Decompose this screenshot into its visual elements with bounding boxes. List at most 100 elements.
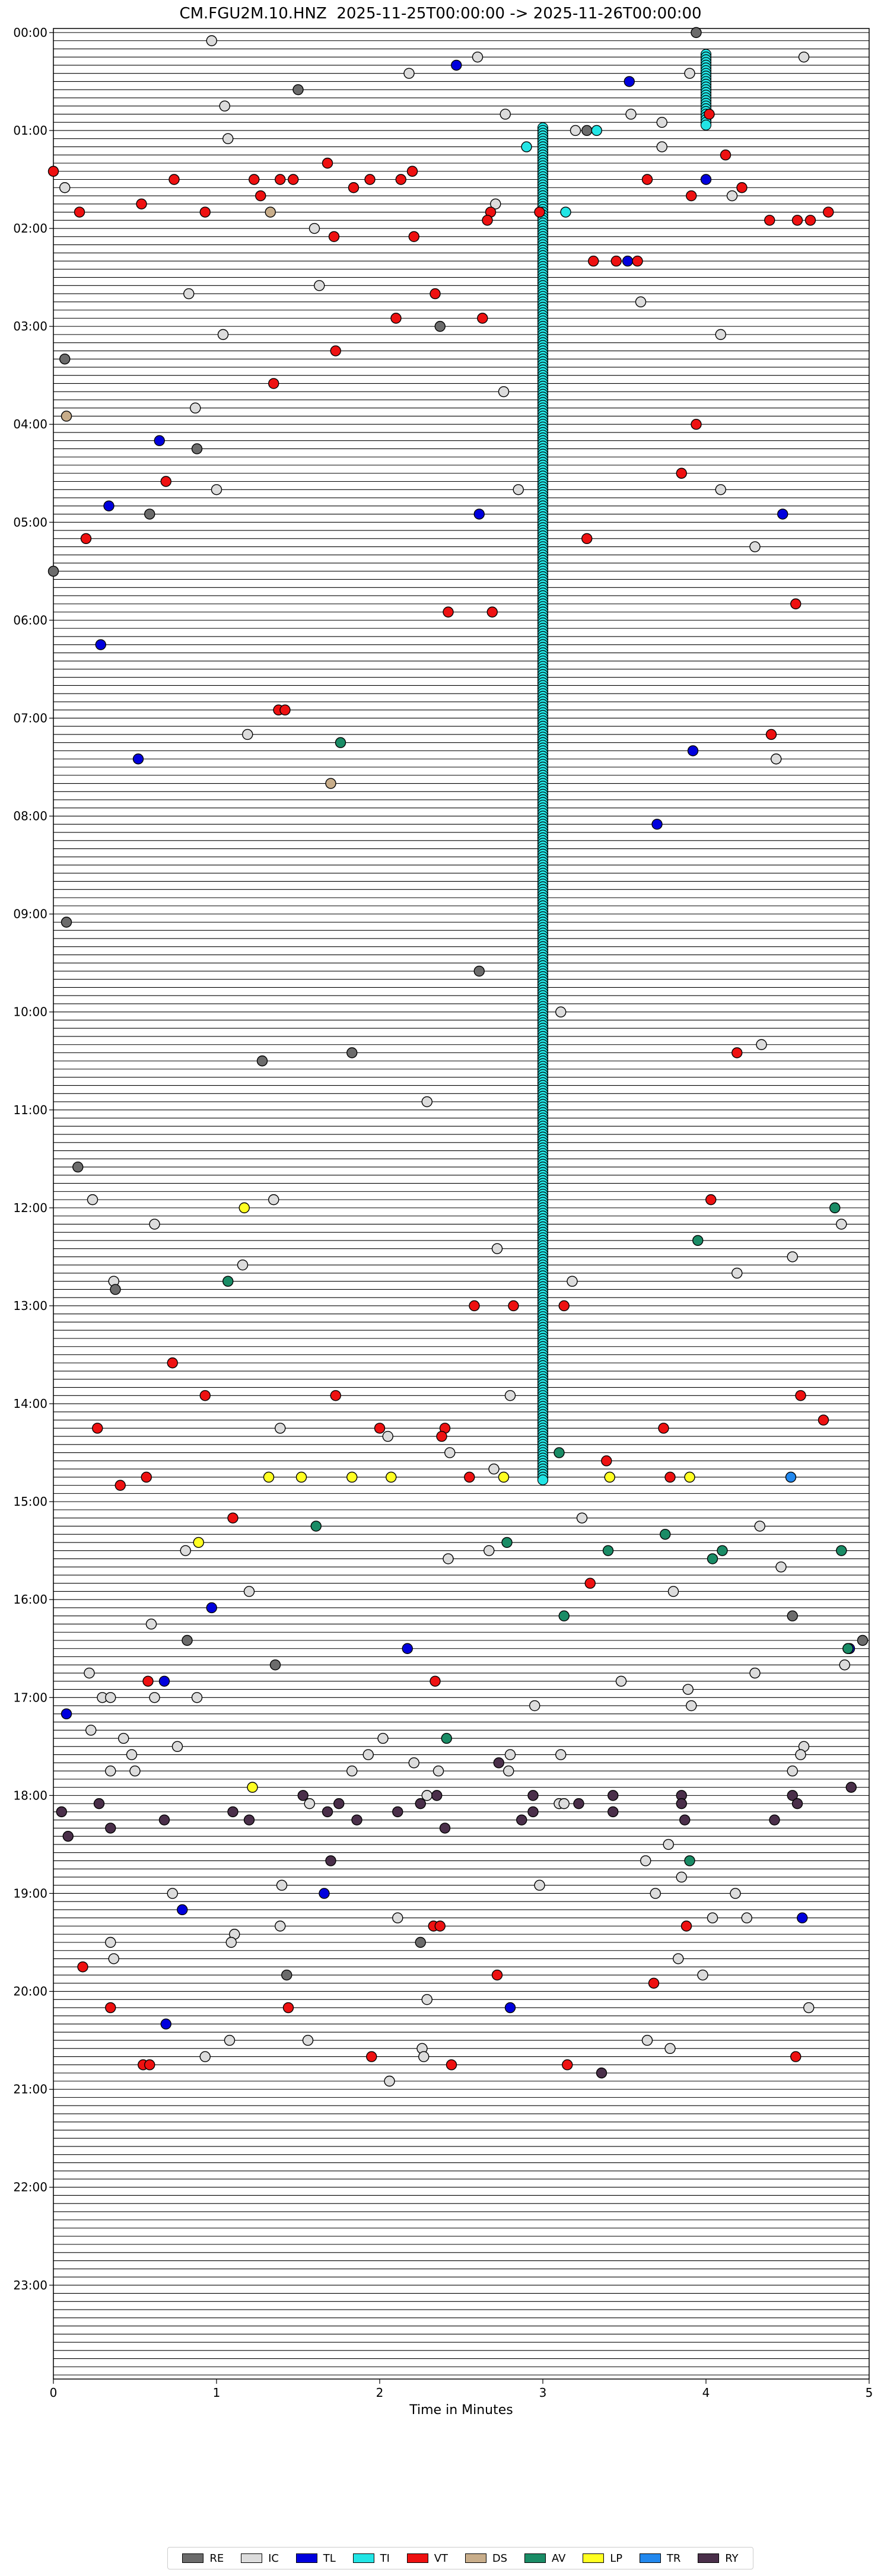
- event-marker-ti: [591, 125, 602, 136]
- event-marker-tl: [504, 2002, 516, 2014]
- event-marker-av: [707, 1553, 718, 1564]
- event-marker-ic: [59, 182, 71, 193]
- event-marker-vt: [731, 1047, 743, 1058]
- event-marker-ry: [527, 1806, 539, 1818]
- event-marker-ic: [787, 1765, 798, 1777]
- x-tick-label: 4: [702, 2386, 710, 2400]
- event-marker-vt: [348, 182, 360, 193]
- event-marker-vt: [275, 174, 286, 185]
- event-marker-vt: [374, 1423, 386, 1434]
- event-marker-ds: [61, 411, 72, 422]
- event-marker-ic: [491, 1243, 503, 1254]
- event-marker-ic: [731, 1267, 743, 1279]
- event-marker-ry: [158, 1814, 170, 1826]
- event-marker-ic: [206, 35, 217, 46]
- event-marker-ic: [199, 2051, 211, 2062]
- event-marker-vt: [279, 704, 291, 715]
- event-marker-ic: [432, 1765, 444, 1777]
- event-marker-vt: [680, 1920, 692, 1932]
- event-marker-re: [182, 1634, 193, 1646]
- x-axis-label: Time in Minutes: [409, 2403, 513, 2418]
- event-marker-vt: [395, 174, 406, 185]
- event-marker-ic: [105, 1936, 116, 1948]
- event-marker-ry: [297, 1790, 308, 1801]
- event-marker-av: [554, 1447, 565, 1458]
- event-marker-ic: [754, 1521, 765, 1532]
- event-marker-vt: [268, 378, 279, 389]
- y-tick-label: 04:00: [13, 417, 47, 431]
- y-tick-label: 23:00: [13, 2278, 47, 2292]
- event-marker-vt: [167, 1357, 178, 1369]
- event-marker-ic: [498, 386, 510, 397]
- x-tick-label: 3: [539, 2386, 547, 2400]
- event-marker-ic: [490, 198, 501, 209]
- event-marker-lp: [386, 1471, 397, 1483]
- event-marker-ic: [118, 1732, 129, 1744]
- event-marker-av: [558, 1610, 570, 1621]
- event-marker-ic: [392, 1912, 403, 1923]
- y-tick-label: 19:00: [13, 1886, 47, 1900]
- event-marker-vt: [366, 2051, 377, 2062]
- event-marker-ry: [62, 1830, 74, 1842]
- event-marker-ic: [382, 1430, 393, 1442]
- event-marker-ry: [845, 1782, 857, 1793]
- event-marker-tl: [451, 59, 462, 71]
- y-tick-label: 11:00: [13, 1103, 47, 1117]
- event-marker-vt: [764, 215, 775, 226]
- event-marker-re: [434, 320, 446, 332]
- event-marker-ry: [596, 2067, 608, 2079]
- event-marker-vt: [558, 1300, 570, 1312]
- event-marker-re: [144, 508, 155, 520]
- event-marker-av: [335, 737, 346, 748]
- event-marker-vt: [390, 313, 402, 324]
- event-marker-ic: [268, 1194, 279, 1206]
- legend-label: TL: [323, 2552, 336, 2565]
- legend-swatch: [182, 2553, 204, 2563]
- event-marker-re: [787, 1610, 798, 1621]
- event-marker-vt: [676, 468, 687, 479]
- y-tick-label: 18:00: [13, 1788, 47, 1802]
- event-marker-re: [256, 1055, 268, 1067]
- event-marker-vt: [288, 174, 299, 185]
- y-tick-label: 12:00: [13, 1201, 47, 1215]
- event-marker-av: [692, 1235, 704, 1246]
- event-marker-ry: [679, 1814, 691, 1826]
- chart-title: CM.FGU2M.10.HNZ 2025-11-25T00:00:00 -> 2…: [179, 5, 702, 23]
- event-marker-vt: [328, 231, 340, 243]
- event-marker-re: [473, 965, 485, 977]
- event-marker-ic: [484, 1545, 495, 1556]
- legend-item-re: RE: [182, 2552, 224, 2565]
- event-marker-vt: [818, 1414, 829, 1426]
- event-marker-ry: [676, 1798, 687, 1809]
- legend-item-tr: TR: [639, 2552, 680, 2565]
- event-marker-re: [110, 1284, 121, 1295]
- event-marker-vt: [765, 729, 777, 740]
- event-marker-ic: [697, 1969, 708, 1981]
- event-marker-ry: [787, 1790, 798, 1801]
- event-marker-ic: [149, 1219, 160, 1230]
- event-marker-re: [346, 1047, 358, 1058]
- event-marker-ic: [308, 222, 320, 234]
- y-tick-label: 00:00: [13, 26, 47, 40]
- event-marker-tl: [777, 508, 788, 520]
- event-marker-vt: [482, 215, 493, 226]
- event-marker-ic: [211, 484, 222, 495]
- event-marker-av: [836, 1545, 847, 1556]
- legend-label: RE: [209, 2552, 224, 2565]
- event-marker-tl: [700, 174, 712, 185]
- legend-swatch: [295, 2553, 317, 2563]
- event-marker-tl: [624, 76, 635, 87]
- legend: RE IC TL TI VT DS AV LP TR RY: [167, 2547, 753, 2569]
- event-marker-vt: [141, 1471, 152, 1483]
- y-tick-label: 17:00: [13, 1690, 47, 1704]
- event-marker-vt: [199, 206, 211, 218]
- event-marker-ic: [641, 2034, 653, 2046]
- event-marker-re: [191, 443, 203, 454]
- event-marker-re: [61, 917, 72, 928]
- event-marker-ic: [756, 1039, 767, 1050]
- event-marker-ic: [656, 117, 667, 128]
- event-marker-ry: [56, 1806, 67, 1818]
- event-marker-ic: [749, 541, 761, 552]
- event-marker-ds: [325, 778, 336, 789]
